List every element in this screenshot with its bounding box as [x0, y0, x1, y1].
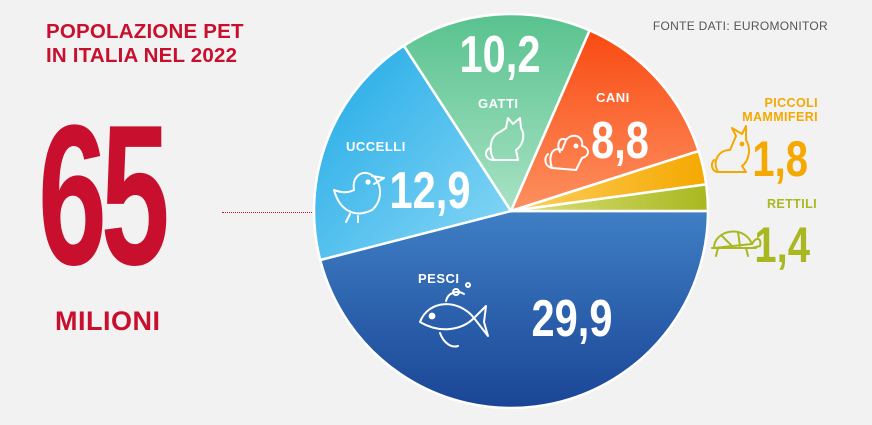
label-piccoli-mammiferi: PICCOLI MAMMIFERI	[742, 96, 818, 124]
total-unit: MILIONI	[55, 306, 161, 336]
fish-icon	[419, 282, 489, 348]
value-piccoli-mammiferi: 1,8	[752, 131, 808, 187]
rabbit-icon	[710, 125, 750, 173]
pie-slice-pesci	[318, 209, 710, 410]
slice-label-pesci: PESCI	[418, 271, 460, 286]
turtle-icon	[711, 230, 762, 257]
title-line-1: POPOLAZIONE PET	[46, 20, 244, 43]
total-value: 65	[38, 84, 170, 307]
dog-icon	[544, 134, 589, 171]
data-source: FONTE DATI: EUROMONITOR	[652, 19, 828, 33]
slice-value-gatti: 10,2	[460, 25, 541, 84]
pie-slice-rettili	[509, 183, 710, 213]
pie-slice-uccelli	[312, 44, 513, 262]
slice-value-cani: 8,8	[591, 111, 649, 170]
slice-label-gatti: GATTI	[478, 96, 519, 111]
leader-line	[222, 212, 316, 213]
cat-icon	[484, 117, 525, 161]
slice-value-uccelli: 12,9	[390, 161, 471, 220]
slice-label-cani: CANI	[596, 90, 630, 105]
pie-slice-gatti	[402, 12, 591, 213]
bird-icon	[333, 172, 385, 223]
title-line-2: IN ITALIA NEL 2022	[46, 44, 238, 67]
chart-title: POPOLAZIONE PET IN ITALIA NEL 2022	[46, 20, 306, 68]
slice-value-pesci: 29,9	[532, 289, 613, 348]
pie-slices	[312, 12, 710, 410]
label-rettili: RETTILI	[767, 197, 817, 211]
slice-label-uccelli: UCCELLI	[346, 139, 406, 154]
value-rettili: 1,4	[754, 217, 810, 273]
